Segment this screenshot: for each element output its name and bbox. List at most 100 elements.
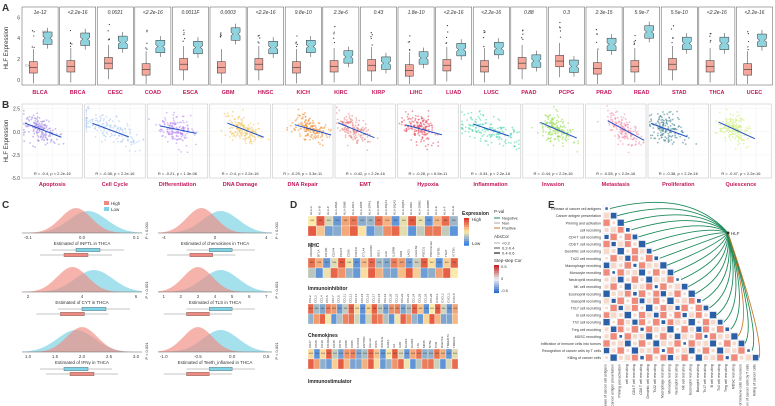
d-heatmap-cell: [367, 267, 376, 279]
b-scatter-point: [166, 131, 169, 133]
d-gene-label: PDCD1: [421, 246, 425, 257]
b-scatter-point: [556, 110, 559, 113]
e-matrix-mark: [610, 262, 617, 269]
c-xlabel: Estimated of Teeth_inflamed in THCA: [178, 360, 253, 365]
b-scatter-point: [237, 117, 239, 120]
e-pval-title: P-val: [494, 209, 504, 214]
b-scatter-point: [348, 121, 350, 124]
a-group-label: CESC: [108, 90, 123, 96]
b-scatter-point: [632, 130, 635, 133]
e-pval-item: Negative: [502, 216, 519, 221]
b-scatter-point: [669, 135, 671, 138]
d-significance-mark: ***: [444, 219, 448, 223]
a-outlier: [296, 43, 298, 46]
b-scatter-point: [376, 137, 379, 140]
b-scatter-point: [423, 123, 426, 126]
d-significance-mark: ***: [405, 352, 409, 356]
b-stat-label: R = -0.28, p = 6.5e-11: [408, 171, 448, 176]
d-significance-mark: ***: [352, 219, 356, 223]
e-matrix-mark: [695, 333, 703, 340]
d-significance-mark: ***: [347, 261, 351, 265]
b-scatter-point: [103, 134, 105, 137]
b-scatter-point: [247, 136, 250, 139]
b-scatter-point: [242, 124, 244, 127]
b-scatter-point: [135, 141, 138, 144]
b-scatter-point: [560, 134, 563, 136]
b-scatter-point: [512, 131, 515, 134]
b-scatter-point: [618, 135, 621, 138]
b-scatter-point: [177, 135, 179, 138]
b-scatter-point: [669, 110, 672, 113]
b-scatter-point: [470, 111, 473, 114]
d-gene-label: CXCL2: [441, 293, 445, 303]
b-scatter-point: [481, 123, 484, 126]
d-gene-label: CD28: [314, 340, 318, 348]
b-scatter-point: [720, 129, 723, 132]
b-scatter-point: [175, 116, 178, 118]
d-significance-mark: ***: [333, 352, 337, 356]
b-scatter-point: [667, 132, 670, 135]
b-scatter-point: [628, 121, 631, 124]
e-matrix-mark: [633, 291, 637, 296]
a-outlier: [522, 33, 524, 35]
b-scatter-point: [85, 111, 88, 113]
b-scatter-point: [50, 139, 53, 141]
b-scatter-point: [103, 117, 105, 120]
e-col-label: MDSC recruiting: [731, 364, 735, 389]
b-scatter-point: [558, 127, 560, 130]
b-scatter-point: [361, 128, 364, 131]
d-gene-label: CD86: [350, 340, 354, 348]
b-scatter-point: [40, 130, 43, 133]
e-stepcor-gradient-step: [494, 273, 499, 276]
b-scatter-point: [42, 126, 45, 129]
a-group-label: THCA: [709, 90, 724, 96]
b-scatter-point: [737, 140, 740, 143]
b-scatter-point: [414, 117, 417, 120]
e-row-label: Infiltration of immune cells into tumors: [541, 342, 602, 346]
d-heatmap-cell: [325, 358, 333, 370]
d-significance-mark: ***: [393, 352, 397, 356]
d-gene-label: CD244: [331, 247, 335, 257]
e-matrix-mark: [675, 355, 680, 360]
b-scatter-point: [625, 133, 628, 136]
e-matrix-mark: [703, 326, 709, 333]
b-scatter-point: [87, 105, 90, 108]
b-scatter-point: [249, 141, 251, 144]
b-scatter-point: [671, 118, 674, 121]
b-scatter-point: [537, 131, 539, 134]
c-pvalue: P < 0.001: [144, 342, 149, 360]
b-scatter-point: [172, 114, 175, 116]
b-scatter-point: [504, 142, 507, 145]
b-scatter-point: [339, 129, 342, 132]
c-xlabel: Estimated of INFTL in THCA: [54, 241, 111, 246]
b-scatter-point: [680, 129, 683, 132]
e-matrix-mark: [605, 256, 608, 260]
d-significance-mark: ***: [423, 352, 427, 356]
d-legend-gradient-step: [464, 220, 469, 223]
b-scatter-point: [306, 134, 308, 137]
d-gene-label: IL10: [384, 251, 388, 257]
b-scatter-point: [686, 134, 688, 137]
b-scatter-point: [513, 145, 516, 148]
b-scatter-point: [249, 138, 252, 141]
c-high-box: [63, 252, 89, 257]
b-scatter-point: [618, 131, 621, 134]
b-scatter-point: [49, 127, 52, 130]
e-matrix-mark: [631, 255, 638, 262]
e-matrix-mark: [603, 269, 610, 276]
b-scatter-point: [129, 132, 132, 135]
a-pvalue: <2.2e-16: [481, 10, 501, 16]
c-high-box: [189, 252, 213, 257]
b-scatter-point: [252, 123, 255, 126]
e-hub-connection: [638, 225, 729, 238]
e-matrix-mark: [717, 333, 723, 339]
b-scatter-point: [659, 134, 662, 137]
d-heatmap-cell: [433, 358, 441, 370]
e-matrix-mark: [668, 341, 673, 346]
b-scatter-point: [335, 106, 338, 109]
b-scatter-point: [355, 136, 358, 139]
b-scatter-point: [33, 132, 36, 135]
d-gene-label: MICB: [422, 341, 426, 349]
b-scatter-point: [111, 134, 113, 137]
d-heatmap-cell: [391, 358, 399, 370]
